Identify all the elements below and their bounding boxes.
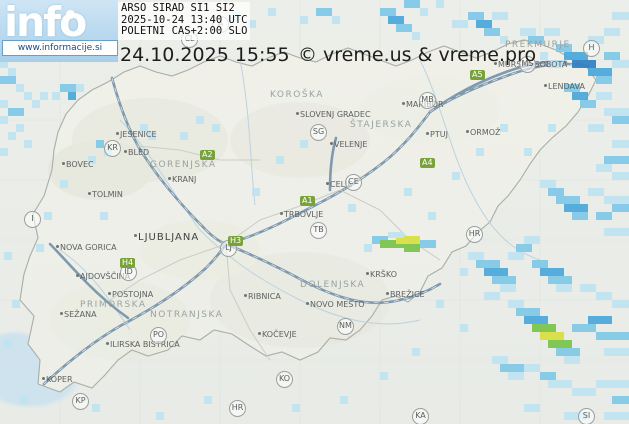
city-dot-icon: [306, 302, 309, 305]
region-code-marker[interactable]: TB: [310, 222, 327, 239]
city-dot-icon: [426, 132, 429, 135]
country-code-marker: SI: [578, 408, 595, 424]
region-code-marker[interactable]: MS: [519, 56, 536, 73]
region-code-marker[interactable]: NM: [337, 318, 354, 335]
region-code-marker[interactable]: CE: [345, 174, 362, 191]
city-dot-icon: [466, 130, 469, 133]
country-code-marker: HR: [229, 400, 246, 417]
region-code-marker[interactable]: SG: [310, 124, 327, 141]
city-dot-icon: [116, 132, 119, 135]
region-code-marker[interactable]: KP: [72, 393, 89, 410]
city-dot-icon: [124, 150, 127, 153]
city-dot-icon: [386, 292, 389, 295]
city-dot-icon: [330, 142, 333, 145]
region-code-marker[interactable]: ID: [120, 264, 137, 281]
city-dot-icon: [258, 332, 261, 335]
city-dot-icon: [544, 84, 547, 87]
region-code-marker[interactable]: MB: [419, 92, 436, 109]
city-dot-icon: [280, 212, 283, 215]
city-dot-icon: [88, 192, 91, 195]
city-dot-icon: [296, 112, 299, 115]
city-dot-icon: [244, 294, 247, 297]
city-dot-icon: [62, 162, 65, 165]
country-code-marker: H: [583, 40, 600, 57]
region-code-marker[interactable]: KR: [104, 140, 121, 157]
city-dot-icon: [60, 312, 63, 315]
city-dot-icon: [494, 62, 497, 65]
region-code-marker[interactable]: LJ: [220, 240, 237, 257]
city-dot-icon: [366, 272, 369, 275]
city-dot-icon: [76, 274, 79, 277]
region-code-marker[interactable]: CL: [181, 31, 198, 48]
city-dot-icon: [42, 377, 45, 380]
city-dot-icon: [106, 342, 109, 345]
region-code-marker[interactable]: KO: [276, 371, 293, 388]
city-dot-icon: [402, 102, 405, 105]
city-dot-icon: [168, 177, 171, 180]
region-code-marker[interactable]: KA: [412, 408, 429, 424]
region-code-marker[interactable]: HR: [466, 226, 483, 243]
city-dot-icon: [108, 292, 111, 295]
city-dot-icon: [134, 234, 137, 237]
country-code-marker: I: [24, 211, 41, 228]
country-code-marker: A: [212, 16, 229, 33]
city-dot-icon: [326, 182, 329, 185]
region-code-marker[interactable]: BL: [88, 31, 105, 48]
region-code-marker[interactable]: PO: [150, 327, 167, 344]
city-dot-icon: [56, 245, 59, 248]
